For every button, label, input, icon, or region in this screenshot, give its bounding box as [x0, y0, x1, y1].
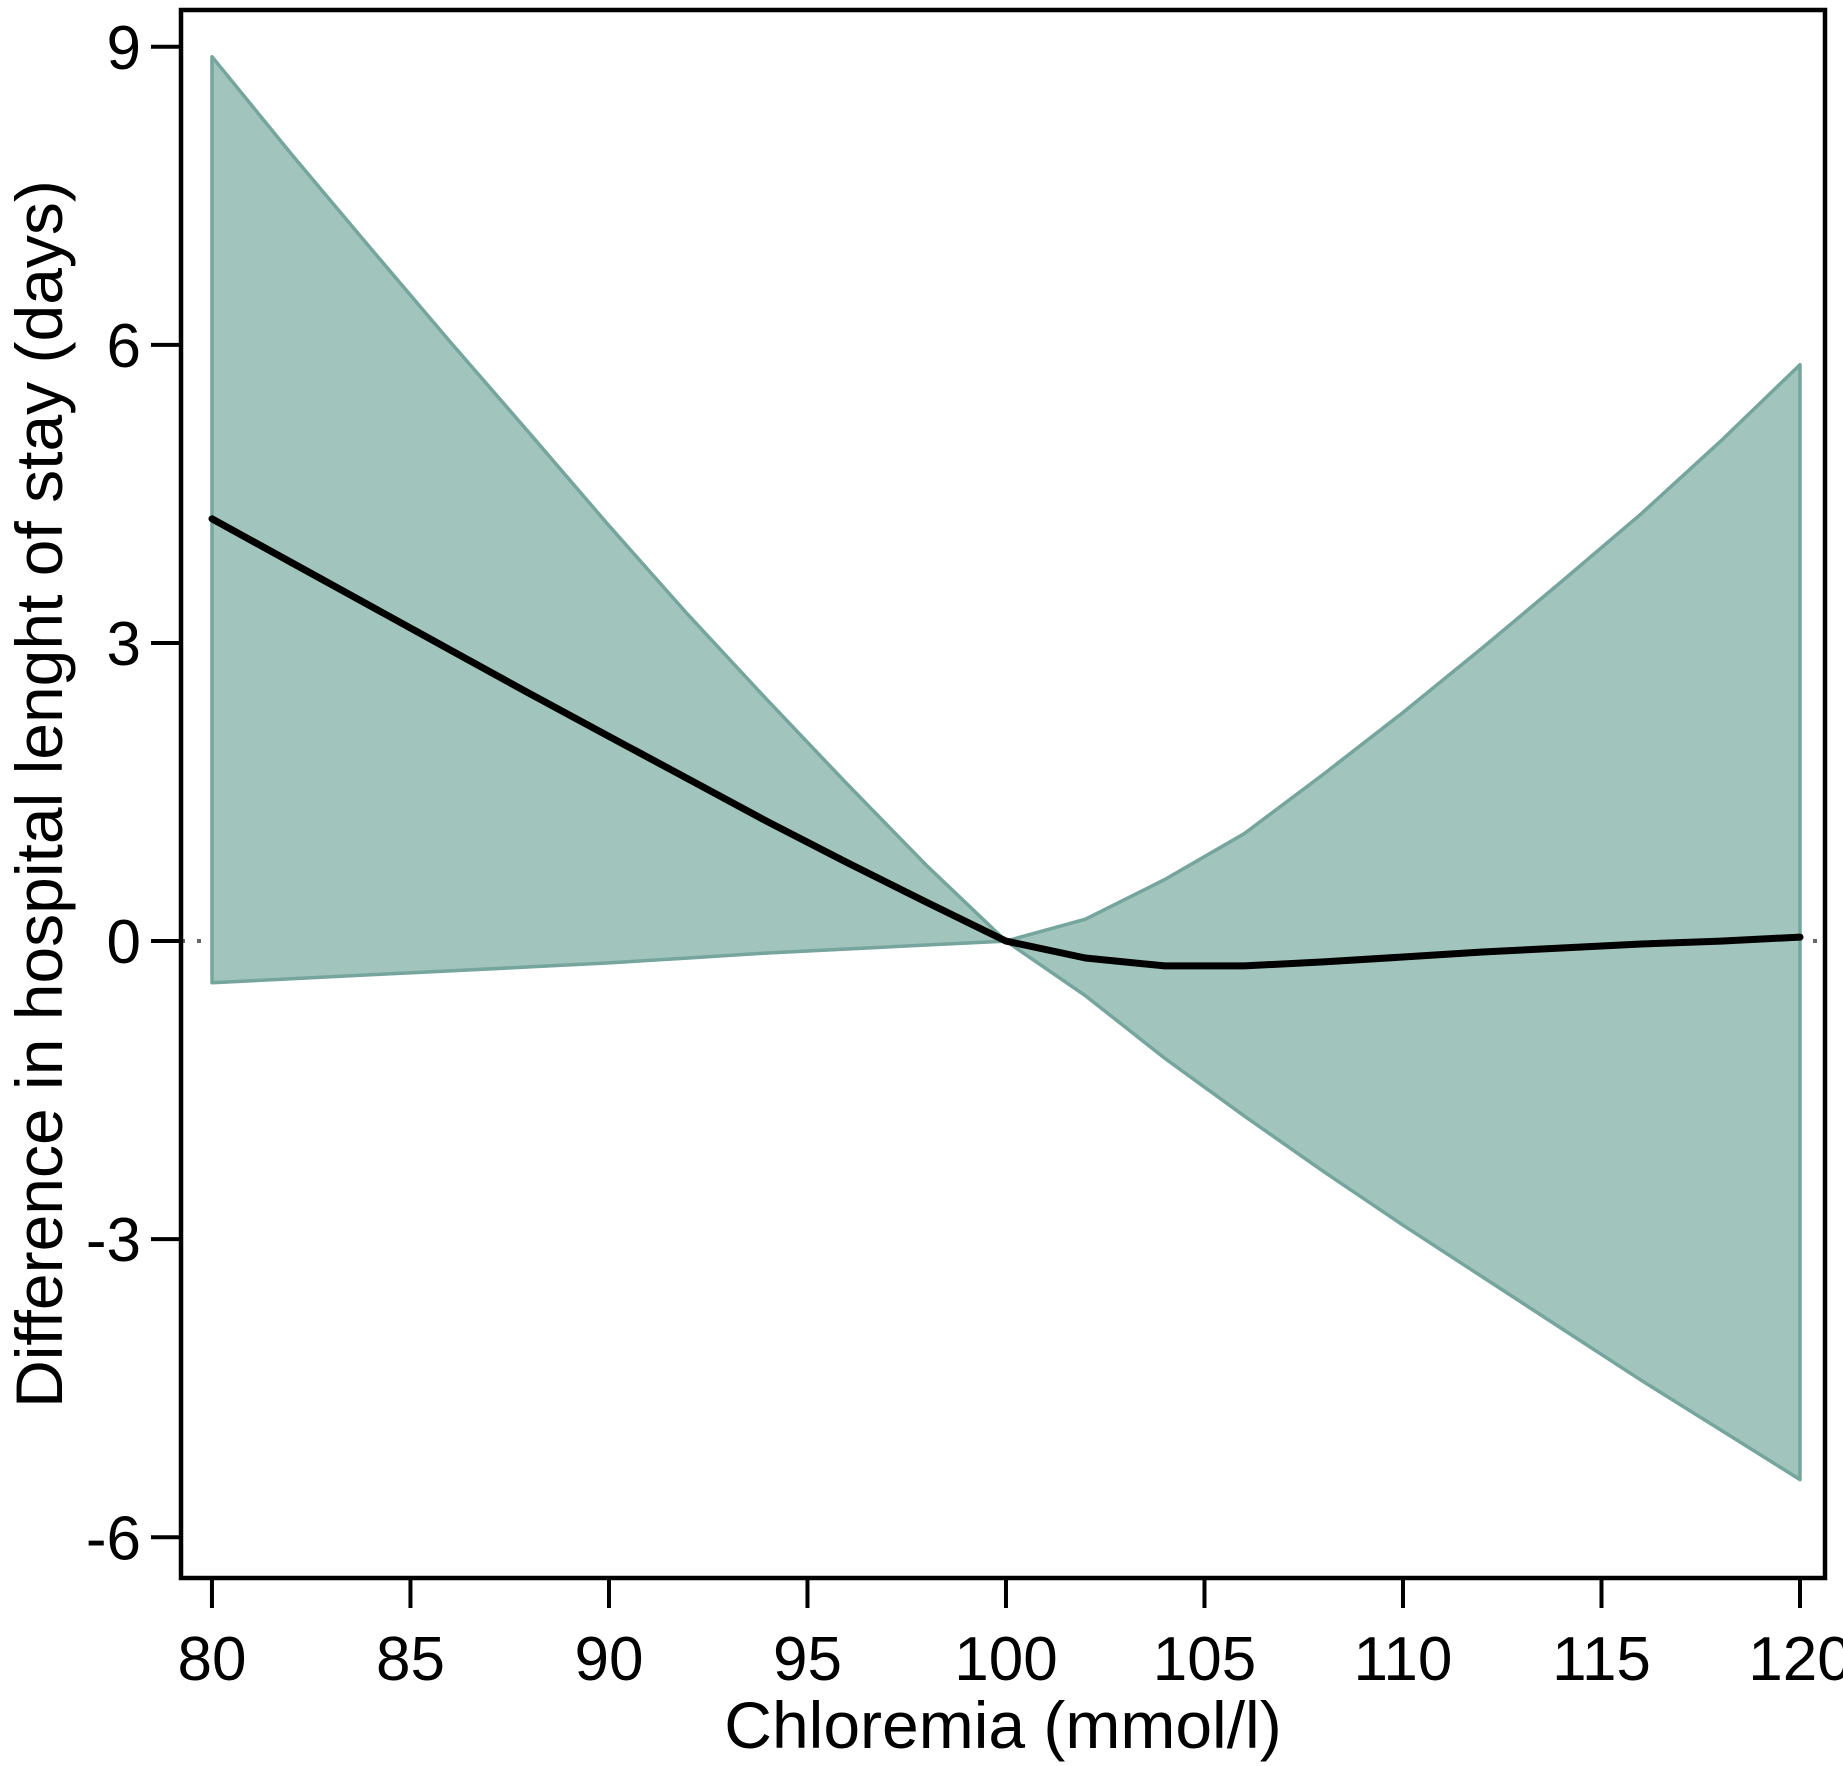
x-axis-title: Chloremia (mmol/l) — [724, 1688, 1281, 1762]
confidence-band — [210, 54, 1802, 1482]
x-tick-label: 90 — [574, 1625, 643, 1694]
x-tick-label: 85 — [376, 1625, 445, 1694]
x-tick-label: 115 — [1552, 1625, 1651, 1694]
x-tick-label: 110 — [1354, 1625, 1453, 1694]
y-tick-label: 9 — [107, 14, 141, 83]
y-axis-title: Difference in hospital lenght of stay (d… — [2, 180, 76, 1408]
y-tick-label: 6 — [107, 312, 141, 381]
plot-frame — [178, 7, 1828, 1581]
axes-layer: 9 6 3 0 -3 -6 80 85 90 95 100 105 110 115 120 — [86, 7, 1843, 1694]
y-tick-label: -6 — [86, 1504, 141, 1573]
mean-line — [208, 515, 1804, 970]
x-tick-label: 95 — [773, 1625, 842, 1694]
x-tick-label: 100 — [954, 1625, 1057, 1694]
x-tick-label: 105 — [1153, 1625, 1256, 1694]
band-layer — [210, 54, 1802, 1482]
y-tick-label: 3 — [107, 610, 141, 679]
x-tick-label: 120 — [1748, 1625, 1843, 1694]
line-layer — [208, 515, 1804, 970]
x-tick-label: 80 — [177, 1625, 246, 1694]
y-tick-label: 0 — [107, 908, 141, 977]
y-tick-label: -3 — [86, 1206, 141, 1275]
